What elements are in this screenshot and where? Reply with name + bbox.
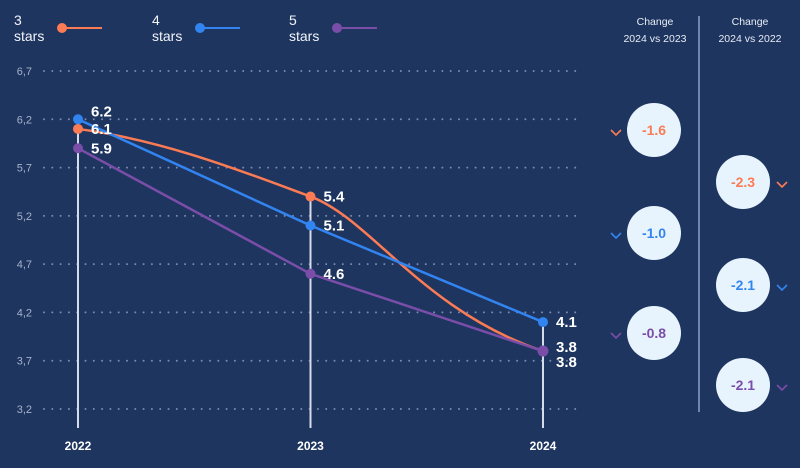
data-labels: 6.1 5.4 3.8 6.2 5.1 4.1 5.9 4.6 3.8: [91, 103, 577, 371]
data-point-5-stars: [73, 143, 83, 154]
data-label-3-stars: 6.1: [91, 121, 112, 138]
change-bubble-5-stars-2022: -2.1: [716, 358, 770, 412]
data-points: [73, 114, 549, 357]
change-bubble-4-stars-2022: -2.1: [716, 258, 770, 312]
data-label-5-stars: 3.8: [556, 354, 577, 371]
chevron-down-icon: [609, 228, 623, 240]
chevron-down-icon: [775, 380, 789, 392]
data-point-3-stars: [73, 123, 83, 134]
y-tick-label: 5,2: [17, 211, 32, 223]
legend-swatch-5-stars: [331, 23, 379, 33]
data-point-3-stars: [305, 191, 316, 202]
chevron-down-icon: [609, 125, 623, 137]
x-tick-label: 2022: [65, 439, 92, 453]
legend-label: 3 stars: [14, 12, 45, 44]
change-bubble-4-stars-2023: -1.0: [627, 206, 681, 260]
y-tick-label: 4,2: [17, 307, 32, 319]
data-point-4-stars: [73, 114, 83, 125]
legend-swatch-4-stars: [194, 23, 242, 33]
header-line: Change: [636, 16, 674, 28]
legend-item-3-stars[interactable]: 3 stars: [14, 12, 104, 44]
change-bubble-3-stars-2023: -1.6: [627, 103, 681, 157]
data-point-4-stars: [305, 220, 316, 231]
data-label-5-stars: 4.6: [324, 266, 345, 283]
axes: 6,7 6,2 5,7 5,2 4,7 4,2 3,7 3,2 2022 2023 2024: [17, 66, 557, 453]
data-label-4-stars: 6.2: [91, 103, 112, 120]
data-point-5-stars: [537, 345, 549, 357]
y-tick-label: 6,7: [17, 66, 32, 78]
chevron-down-icon: [775, 177, 789, 189]
column-divider: [698, 16, 700, 412]
data-point-4-stars: [538, 317, 548, 328]
y-tick-label: 4,7: [17, 259, 32, 271]
y-tick-label: 3,7: [17, 356, 32, 368]
legend-label: 4 stars: [152, 12, 183, 44]
year-guides: [77, 119, 544, 428]
y-tick-label: 5,7: [17, 163, 32, 175]
y-tick-label: 3,2: [17, 404, 32, 416]
legend-label: 5 stars: [289, 12, 320, 44]
change-bubble-3-stars-2022: -2.3: [716, 155, 770, 209]
chevron-down-icon: [609, 328, 623, 340]
legend-item-4-stars[interactable]: 4 stars: [152, 12, 242, 44]
chevron-down-icon: [775, 280, 789, 292]
y-tick-label: 6,2: [17, 114, 32, 126]
data-label-4-stars: 5.1: [324, 218, 345, 235]
change-header-2024-vs-2022: Change 2024 vs 2022: [705, 14, 795, 48]
data-label-4-stars: 4.1: [556, 314, 577, 331]
change-bubble-5-stars-2023: -0.8: [627, 306, 681, 360]
header-line: 2024 vs 2022: [718, 33, 782, 45]
x-tick-label: 2024: [530, 439, 557, 453]
grid: [43, 70, 583, 410]
data-label-5-stars: 5.9: [91, 140, 112, 157]
x-tick-label: 2023: [297, 439, 324, 453]
data-point-5-stars: [305, 268, 316, 279]
legend-swatch-3-stars: [56, 23, 104, 33]
change-header-2024-vs-2023: Change 2024 vs 2023: [610, 14, 700, 48]
data-label-3-stars: 5.4: [324, 189, 346, 206]
header-line: 2024 vs 2023: [623, 33, 687, 45]
data-label-3-stars: 3.8: [556, 339, 577, 356]
legend-item-5-stars[interactable]: 5 stars: [289, 12, 379, 44]
header-line: Change: [731, 16, 769, 28]
